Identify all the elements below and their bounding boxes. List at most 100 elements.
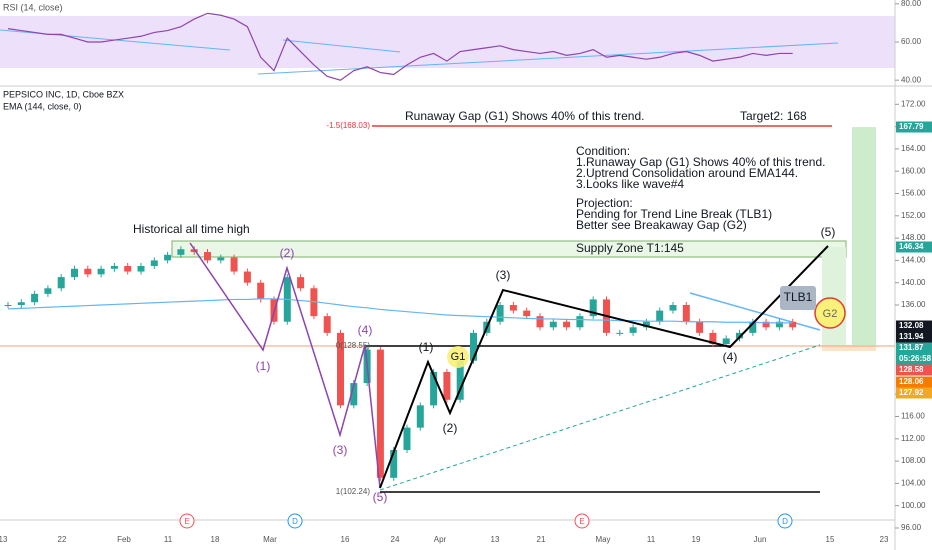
candle <box>509 305 517 311</box>
wave-label: (3) <box>333 443 348 457</box>
wave-label: (2) <box>280 246 295 260</box>
price-tag-label: 146.34 <box>899 242 924 251</box>
candle <box>217 257 225 261</box>
price-tag-label: 127.92 <box>899 388 924 397</box>
candle <box>523 310 531 317</box>
annotation: 3.Looks like wave#4 <box>576 177 684 191</box>
x-tick-label: 13 <box>491 535 500 544</box>
candle <box>110 265 118 269</box>
wave-label: (4) <box>358 323 373 337</box>
candle <box>390 449 398 478</box>
candle <box>57 277 65 289</box>
wave-label: (5) <box>821 225 836 239</box>
candle <box>576 316 584 328</box>
candle <box>789 321 797 328</box>
y-tick-label: 160.00 <box>901 166 926 175</box>
event-marker <box>574 513 590 529</box>
candle <box>496 305 504 322</box>
candle <box>736 332 743 339</box>
x-tick-label: Feb <box>117 535 131 544</box>
annotation: 1.Runaway Gap (G1) Shows 40% of this tre… <box>576 155 825 169</box>
y-tick-label: 112.00 <box>901 434 925 443</box>
candle <box>549 321 557 328</box>
rsi-trend-line <box>282 39 401 53</box>
event-label: D <box>782 517 788 526</box>
price-tag-label: 128.06 <box>899 377 924 386</box>
drawings-back <box>0 12 895 493</box>
gap-label: G1 <box>451 351 466 363</box>
gap-marker <box>814 297 846 329</box>
candle <box>350 383 358 406</box>
price-tag <box>896 387 932 399</box>
candle <box>536 316 544 328</box>
annotation: Projection: <box>576 196 633 210</box>
price-tag-label: 167.79 <box>899 122 924 131</box>
x-tick-label: Apr <box>434 535 447 544</box>
gap-label: G2 <box>823 308 838 320</box>
candle <box>682 305 690 322</box>
price-tag-label: 131.87 <box>899 343 924 352</box>
candle <box>84 268 92 275</box>
price-tag <box>896 331 932 343</box>
candle <box>669 305 677 311</box>
candle <box>696 321 704 333</box>
candle <box>124 265 132 272</box>
candle <box>71 268 78 278</box>
candle <box>44 288 52 294</box>
candle <box>376 349 384 478</box>
y-tick-label: 152.00 <box>901 211 926 220</box>
candle <box>749 321 757 333</box>
price-tag <box>896 364 932 376</box>
candle <box>243 271 251 283</box>
annotation: Target2: 168 <box>740 109 807 123</box>
candle <box>443 371 451 400</box>
candle <box>337 332 344 406</box>
rsi-title: RSI (14, close) <box>3 2 63 12</box>
candle <box>323 316 331 333</box>
target-zone <box>822 247 846 345</box>
y-tick-label: 172.00 <box>901 99 926 108</box>
rsi-band <box>0 16 895 68</box>
candle <box>31 293 39 303</box>
candle <box>17 302 25 305</box>
price-tag-label: 128.58 <box>899 365 924 374</box>
candle <box>430 371 438 406</box>
wave-label: (1) <box>256 359 271 373</box>
event-label: E <box>184 517 189 526</box>
wave-label: (5) <box>373 490 388 504</box>
wave-label: (3) <box>496 268 511 282</box>
wave-label: (4) <box>723 350 738 364</box>
event-label: E <box>579 517 584 526</box>
x-tick-label: 13 <box>0 535 8 544</box>
stop-zone <box>822 345 876 351</box>
y-tick-label: 100.00 <box>901 501 926 510</box>
candle <box>403 427 411 450</box>
wave-line <box>379 245 829 489</box>
y-tick-label: 164.00 <box>901 144 926 153</box>
price-tag-label: 132.08 <box>899 321 924 330</box>
fib-label: 1(102.24) <box>336 487 371 496</box>
y-tick-label: 80.00 <box>901 0 922 8</box>
candle <box>656 310 664 322</box>
candle <box>190 249 198 253</box>
price-tag <box>896 121 932 133</box>
x-tick-label: 23 <box>880 535 889 544</box>
candle <box>775 321 783 328</box>
candle <box>642 321 650 328</box>
gap-marker <box>447 346 469 368</box>
annotation: Historical all time high <box>133 222 250 236</box>
y-tick-label: 60.00 <box>901 37 922 46</box>
x-tick-label: Jun <box>754 535 767 544</box>
price-tag-label: 131.94 <box>899 332 924 341</box>
ema-title: EMA (144, close, 0) <box>3 101 82 111</box>
event-marker <box>287 513 303 529</box>
y-tick-label: 104.00 <box>901 479 926 488</box>
trend-line <box>379 344 821 491</box>
x-tick-label: 16 <box>341 535 350 544</box>
rsi-line <box>7 12 793 81</box>
wave-line <box>189 242 381 489</box>
x-tick-label: 19 <box>692 535 701 544</box>
candle <box>470 332 477 361</box>
fib-label: -1.5(168.03) <box>326 121 370 130</box>
